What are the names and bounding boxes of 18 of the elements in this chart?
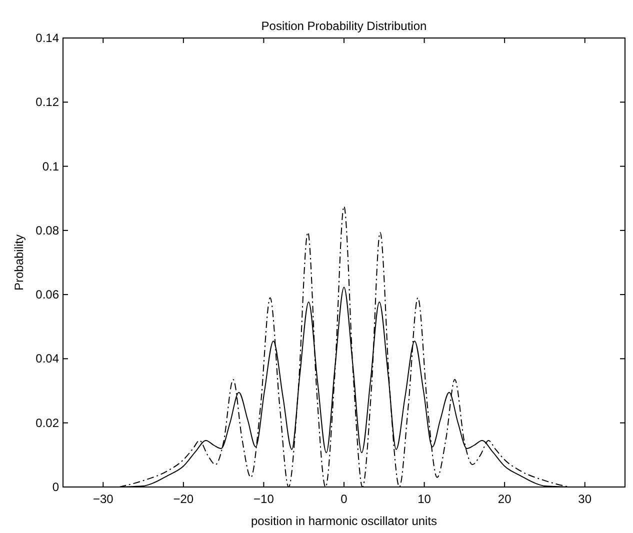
y-axis-title: Probability <box>12 234 26 291</box>
x-tick-label: 10 <box>418 492 432 506</box>
y-tick-label: 0.02 <box>36 416 60 430</box>
y-tick-label: 0.08 <box>36 223 60 238</box>
y-tick-label: 0.12 <box>36 95 60 110</box>
y-tick-label: 0 <box>52 480 60 494</box>
x-tick-label: 0 <box>340 492 348 506</box>
chart-title: Position Probability Distribution <box>261 19 427 33</box>
x-axis-title: position in harmonic oscillator units <box>250 514 438 528</box>
y-tick-label: 0.14 <box>36 31 60 45</box>
x-tick-label: −20 <box>173 492 194 506</box>
y-tick-label: 0.1 <box>42 159 60 174</box>
y-tick-label: 0.06 <box>36 288 60 302</box>
x-tick-label: −30 <box>92 492 114 506</box>
x-tick-label: 20 <box>498 492 512 506</box>
x-tick-label: −10 <box>254 492 274 506</box>
y-tick-label: 0.04 <box>36 352 60 366</box>
x-tick-label: 30 <box>578 492 592 506</box>
